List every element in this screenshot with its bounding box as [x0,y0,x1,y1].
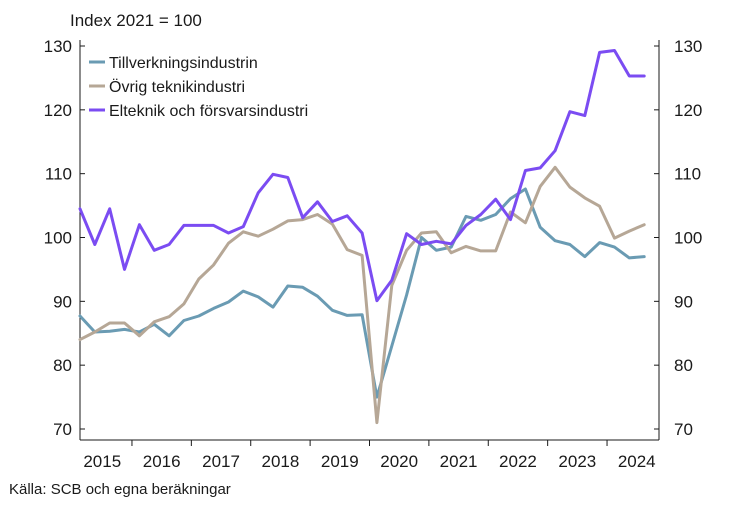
left-tick-label: 80 [53,356,72,375]
x-tick-label: 2018 [262,452,300,471]
series-line-1 [78,187,646,399]
x-tick-label: 2016 [143,452,181,471]
legend: Tillverkningsindustrin Övrig teknikindust… [89,55,308,120]
x-tick-label: 2019 [321,452,359,471]
right-y-axis: 70 80 90 100 110 120 130 [654,37,702,439]
x-tick-label: 2023 [558,452,596,471]
right-tick-label: 100 [674,229,702,248]
left-y-axis: 70 80 90 100 110 120 130 [44,37,85,439]
plot-frame [79,40,660,441]
x-tick-label: 2024 [618,452,656,471]
left-tick-label: 100 [44,229,72,248]
right-tick-label: 130 [674,37,702,56]
x-tick-label: 2021 [440,452,478,471]
legend-label-3: Elteknik och försvarsindustri [109,103,308,120]
x-tick-label: 2022 [499,452,537,471]
series-line-2 [78,165,646,425]
right-tick-label: 110 [674,165,701,184]
x-tick-label: 2015 [83,452,121,471]
x-axis: 2015 2016 2017 2018 2019 2020 2021 2022 2023 2024 [83,440,656,471]
left-tick-label: 110 [45,165,72,184]
series-line-3 [78,49,646,303]
right-tick-label: 70 [674,420,693,439]
left-tick-label: 120 [44,101,72,120]
series-layer [78,49,646,425]
right-tick-label: 80 [674,356,693,375]
source-note: Källa: SCB och egna beräkningar [9,481,231,498]
x-tick-label: 2020 [380,452,418,471]
left-tick-label: 70 [53,420,72,439]
left-tick-label: 90 [53,292,72,311]
left-tick-label: 130 [44,37,72,56]
right-tick-label: 90 [674,292,693,311]
legend-label-2: Övrig teknikindustri [109,78,245,96]
unit-label: Index 2021 = 100 [70,11,202,30]
x-tick-label: 2017 [202,452,240,471]
legend-label-1: Tillverkningsindustrin [109,55,258,72]
right-tick-label: 120 [674,101,702,120]
